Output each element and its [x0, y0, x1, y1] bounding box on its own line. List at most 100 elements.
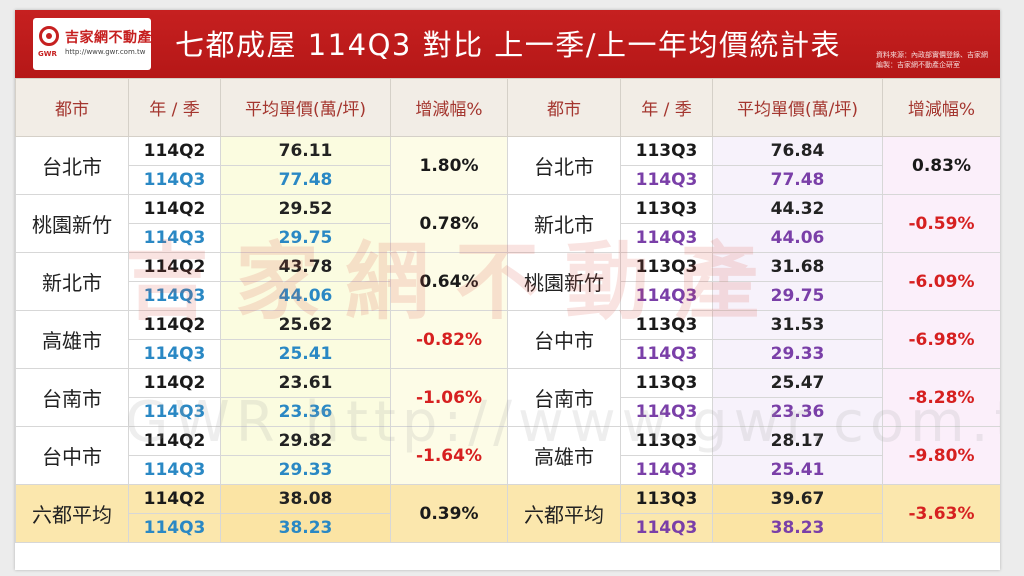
change-cell: -0.59%	[882, 194, 1000, 253]
price-cell: 77.48	[712, 165, 883, 195]
change-cell: 1.80%	[390, 136, 508, 195]
price-table: 都市 年 / 季 平均單價(萬/坪) 增減幅% 都市 年 / 季 平均單價(萬/…	[15, 78, 1000, 543]
col-header: 平均單價(萬/坪)	[220, 78, 391, 137]
quarter-cell: 113Q3	[620, 310, 713, 340]
change-cell: 0.83%	[882, 136, 1000, 195]
change-cell: -6.09%	[882, 252, 1000, 311]
change-cell: -6.98%	[882, 310, 1000, 369]
change-cell: -1.06%	[390, 368, 508, 427]
price-cell: 29.33	[220, 455, 391, 485]
logo-abbr: GWR	[38, 50, 57, 58]
city-cell: 台北市	[507, 136, 621, 195]
quarter-cell: 114Q3	[620, 455, 713, 485]
change-cell: 0.64%	[390, 252, 508, 311]
price-cell: 23.36	[712, 397, 883, 427]
price-cell: 23.36	[220, 397, 391, 427]
price-cell: 29.33	[712, 339, 883, 369]
price-cell: 31.68	[712, 252, 883, 282]
quarter-cell: 113Q3	[620, 426, 713, 456]
quarter-cell: 114Q2	[128, 252, 221, 282]
quarter-cell: 114Q3	[620, 165, 713, 195]
table-row: 高雄市 114Q2 25.62 -0.82% 台中市 113Q3 31.53 -6.98%	[15, 310, 1000, 369]
quarter-cell: 113Q3	[620, 194, 713, 224]
price-cell: 44.32	[712, 194, 883, 224]
quarter-cell: 113Q3	[620, 252, 713, 282]
price-cell: 76.84	[712, 136, 883, 166]
quarter-cell: 114Q2	[128, 136, 221, 166]
city-cell: 桃園新竹	[15, 194, 129, 253]
stats-card: 吉家網不動產 http://www.gwr.com.tw GWR 七都成屋 11…	[15, 10, 1000, 570]
table-row: 114Q3 77.48 114Q3 77.48	[16, 165, 1001, 195]
city-cell: 桃園新竹	[507, 252, 621, 311]
price-cell: 44.06	[712, 223, 883, 253]
quarter-cell: 114Q2	[128, 194, 221, 224]
quarter-cell: 114Q3	[620, 397, 713, 427]
price-cell: 77.48	[220, 165, 391, 195]
table-header-row: 都市 年 / 季 平均單價(萬/坪) 增減幅% 都市 年 / 季 平均單價(萬/…	[15, 78, 1000, 137]
quarter-cell: 114Q3	[620, 339, 713, 369]
price-cell: 38.23	[712, 513, 883, 543]
price-cell: 76.11	[220, 136, 391, 166]
col-header: 年 / 季	[620, 78, 713, 137]
city-cell: 高雄市	[507, 426, 621, 485]
source-line-1: 資料來源：內政部實價登錄、吉家網	[876, 51, 988, 59]
city-cell: 新北市	[507, 194, 621, 253]
quarter-cell: 113Q3	[620, 136, 713, 166]
price-cell: 39.67	[712, 484, 883, 514]
table-row: 114Q3 44.06 114Q3 29.75	[16, 281, 1001, 311]
price-cell: 25.62	[220, 310, 391, 340]
price-cell: 31.53	[712, 310, 883, 340]
change-cell: -1.64%	[390, 426, 508, 485]
quarter-cell: 114Q3	[620, 513, 713, 543]
city-cell: 台南市	[15, 368, 129, 427]
price-cell: 23.61	[220, 368, 391, 398]
city-cell: 新北市	[15, 252, 129, 311]
price-cell: 25.41	[220, 339, 391, 369]
price-cell: 29.82	[220, 426, 391, 456]
quarter-cell: 113Q3	[620, 368, 713, 398]
quarter-cell: 114Q3	[128, 397, 221, 427]
logo-name: 吉家網不動產	[65, 30, 152, 46]
price-cell: 29.75	[220, 223, 391, 253]
title-banner: 吉家網不動產 http://www.gwr.com.tw GWR 七都成屋 11…	[15, 10, 1000, 78]
quarter-cell: 114Q3	[128, 455, 221, 485]
quarter-cell: 114Q3	[620, 281, 713, 311]
quarter-cell: 113Q3	[620, 484, 713, 514]
city-cell: 六都平均	[507, 484, 621, 543]
price-cell: 38.08	[220, 484, 391, 514]
logo-url: http://www.gwr.com.tw	[65, 48, 146, 56]
price-cell: 25.41	[712, 455, 883, 485]
table-row: 桃園新竹 114Q2 29.52 0.78% 新北市 113Q3 44.32 -0.59%	[15, 194, 1000, 253]
table-row: 台南市 114Q2 23.61 -1.06% 台南市 113Q3 25.47 -8.28%	[15, 368, 1000, 427]
price-cell: 28.17	[712, 426, 883, 456]
table-row: 114Q3 23.36 114Q3 23.36	[16, 397, 1001, 427]
change-cell: -8.28%	[882, 368, 1000, 427]
change-cell: -0.82%	[390, 310, 508, 369]
price-cell: 44.06	[220, 281, 391, 311]
table-row: 台北市 114Q2 76.11 1.80% 台北市 113Q3 76.84 0.83%	[15, 136, 1000, 195]
col-header: 年 / 季	[128, 78, 221, 137]
price-cell: 38.23	[220, 513, 391, 543]
company-logo: 吉家網不動產 http://www.gwr.com.tw GWR	[33, 18, 152, 70]
col-header: 平均單價(萬/坪)	[712, 78, 883, 137]
quarter-cell: 114Q2	[128, 426, 221, 456]
change-cell: -9.80%	[882, 426, 1000, 485]
city-cell: 台中市	[15, 426, 129, 485]
table-row: 六都平均 114Q2 38.08 0.39% 六都平均 113Q3 39.67 -3.63%	[15, 484, 1000, 543]
source-line-2: 編製：吉家網不動產企研室	[876, 61, 960, 69]
price-cell: 43.78	[220, 252, 391, 282]
city-cell: 六都平均	[15, 484, 129, 543]
quarter-cell: 114Q3	[128, 513, 221, 543]
change-cell: -3.63%	[882, 484, 1000, 543]
price-cell: 29.52	[220, 194, 391, 224]
city-cell: 台中市	[507, 310, 621, 369]
logo-icon	[39, 26, 59, 46]
city-cell: 台北市	[15, 136, 129, 195]
city-cell: 高雄市	[15, 310, 129, 369]
price-cell: 25.47	[712, 368, 883, 398]
quarter-cell: 114Q3	[128, 339, 221, 369]
quarter-cell: 114Q3	[128, 165, 221, 195]
quarter-cell: 114Q3	[620, 223, 713, 253]
col-header: 增減幅%	[390, 78, 508, 137]
